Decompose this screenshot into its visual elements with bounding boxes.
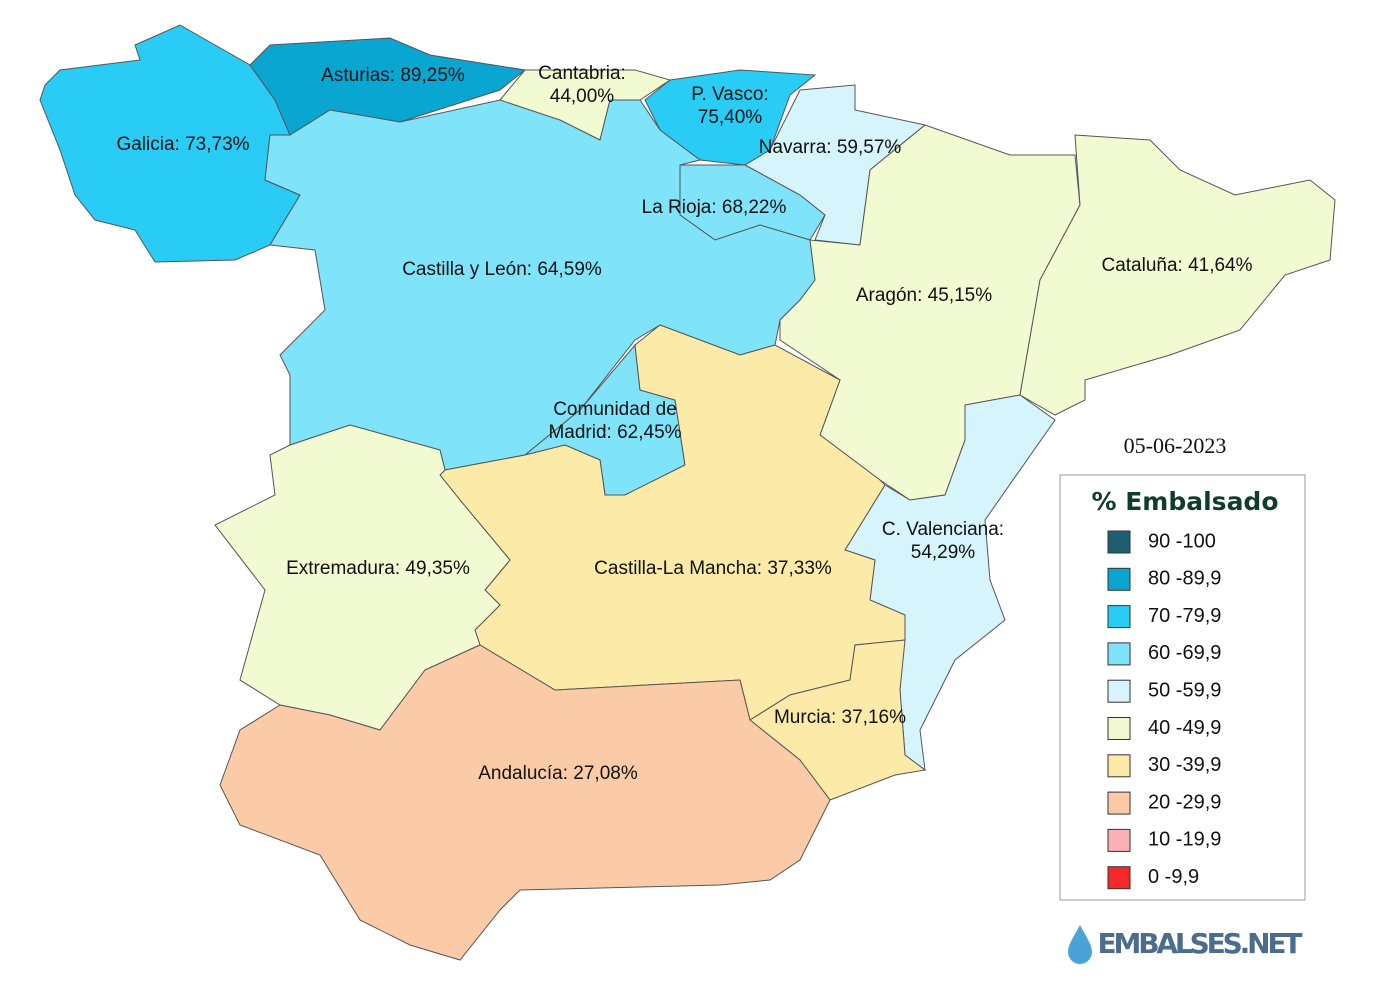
region-label: 54,29% bbox=[911, 542, 976, 563]
legend-swatch bbox=[1107, 605, 1131, 629]
region-label: Madrid: 62,45% bbox=[548, 422, 681, 443]
region bbox=[749, 639, 927, 801]
legend-box bbox=[1059, 474, 1306, 901]
legend-label: 0 -9,9 bbox=[1148, 866, 1199, 888]
legend-label: 10 -19,9 bbox=[1148, 829, 1221, 851]
region-label: Asturias: 89,25% bbox=[321, 65, 465, 86]
region-label: Extremadura: 49,35% bbox=[286, 558, 470, 579]
region-label: Castilla-La Mancha: 37,33% bbox=[594, 558, 832, 579]
legend-swatch bbox=[1107, 717, 1131, 740]
logo-icon bbox=[1068, 925, 1092, 964]
legend-swatch bbox=[1107, 791, 1131, 815]
legend-label: 60 -69,9 bbox=[1148, 642, 1221, 664]
legend-label: 50 -59,9 bbox=[1148, 679, 1221, 701]
region-label: La Rioja: 68,22% bbox=[642, 197, 787, 218]
region-label: Navarra: 59,57% bbox=[759, 137, 902, 158]
region bbox=[264, 99, 816, 471]
legend-label: 20 -29,9 bbox=[1148, 791, 1221, 813]
legend-swatch bbox=[1107, 754, 1131, 778]
date: 05-06-2023 bbox=[1124, 433, 1227, 458]
region bbox=[1019, 134, 1336, 416]
legend-swatch bbox=[1107, 679, 1131, 703]
legend-swatch bbox=[1107, 642, 1131, 666]
region-label: P. Vasco: bbox=[691, 84, 768, 105]
regions bbox=[39, 24, 1336, 961]
legend-label: 30 -39,9 bbox=[1148, 754, 1221, 776]
region-label: Cantabria: bbox=[538, 63, 626, 84]
region-label: C. Valenciana: bbox=[882, 519, 1004, 540]
legend-swatch bbox=[1107, 530, 1131, 554]
region bbox=[249, 37, 527, 136]
region-label: Aragón: 45,15% bbox=[856, 285, 992, 306]
logo: EMBALSES.NET bbox=[1098, 927, 1303, 960]
region bbox=[219, 644, 831, 961]
region-label: Galicia: 73,73% bbox=[116, 134, 249, 155]
legend-swatch bbox=[1107, 828, 1131, 852]
legend-title: % Embalsado bbox=[1091, 487, 1278, 516]
legend-swatch bbox=[1107, 567, 1131, 591]
legend-label: 90 -100 bbox=[1148, 530, 1216, 552]
legend-items: 90 -100 80 -89,9 70 -79,9 60 -69,9 50 -59,9 4… bbox=[1107, 530, 1221, 890]
region-label: 75,40% bbox=[698, 107, 763, 128]
region-label: Castilla y León: 64,59% bbox=[402, 259, 602, 280]
legend-label: 40 -49,9 bbox=[1148, 717, 1221, 739]
region-label: Comunidad de bbox=[553, 399, 677, 420]
region-label: Cataluña: 41,64% bbox=[1101, 255, 1252, 276]
legend-label: 80 -89,9 bbox=[1148, 568, 1221, 590]
region-label: Murcia: 37,16% bbox=[774, 707, 906, 728]
region-label: Andalucía: 27,08% bbox=[478, 763, 638, 784]
legend-swatch bbox=[1107, 866, 1131, 890]
legend-label: 70 -79,9 bbox=[1148, 605, 1221, 627]
region-label: 44,00% bbox=[550, 86, 615, 107]
labels: Galicia: 73,73% Asturias: 89,25% Cantabria… bbox=[116, 63, 1252, 784]
